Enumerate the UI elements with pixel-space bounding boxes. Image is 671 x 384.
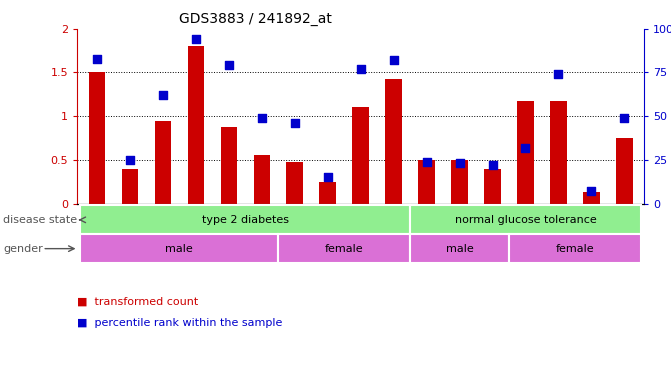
Point [586, 188, 597, 194]
Point [389, 57, 399, 63]
Point [356, 66, 366, 72]
Point [322, 174, 333, 180]
Text: ■  transformed count: ■ transformed count [77, 296, 199, 306]
Text: gender: gender [3, 243, 43, 254]
Bar [121, 169, 138, 204]
Bar [287, 162, 303, 204]
Point [125, 157, 136, 163]
Bar [484, 169, 501, 204]
Bar [254, 156, 270, 204]
Point [91, 55, 102, 61]
Point [289, 120, 300, 126]
Bar [89, 73, 105, 204]
Bar [221, 127, 237, 204]
Bar [188, 46, 204, 204]
Point [421, 159, 432, 165]
Point [454, 160, 465, 166]
Point [487, 162, 498, 168]
Point [619, 115, 630, 121]
Text: ■  percentile rank within the sample: ■ percentile rank within the sample [77, 318, 282, 328]
Bar [418, 160, 435, 204]
Point [191, 36, 201, 42]
Point [520, 144, 531, 151]
Text: disease state: disease state [3, 215, 77, 225]
Bar [385, 79, 402, 204]
Text: type 2 diabetes: type 2 diabetes [202, 215, 289, 225]
Text: GDS3883 / 241892_at: GDS3883 / 241892_at [179, 12, 332, 26]
Point [158, 92, 168, 98]
Text: female: female [556, 243, 595, 254]
Text: male: male [166, 243, 193, 254]
Point [256, 115, 267, 121]
Bar [452, 160, 468, 204]
Bar [352, 108, 369, 204]
Bar [550, 101, 567, 204]
Text: normal glucose tolerance: normal glucose tolerance [455, 215, 597, 225]
Point [223, 63, 234, 69]
Bar [517, 101, 533, 204]
Bar [616, 138, 633, 204]
Bar [583, 192, 600, 204]
Bar [319, 182, 336, 204]
Text: male: male [446, 243, 474, 254]
Text: female: female [325, 243, 364, 254]
Point [553, 71, 564, 77]
Bar [154, 121, 171, 204]
